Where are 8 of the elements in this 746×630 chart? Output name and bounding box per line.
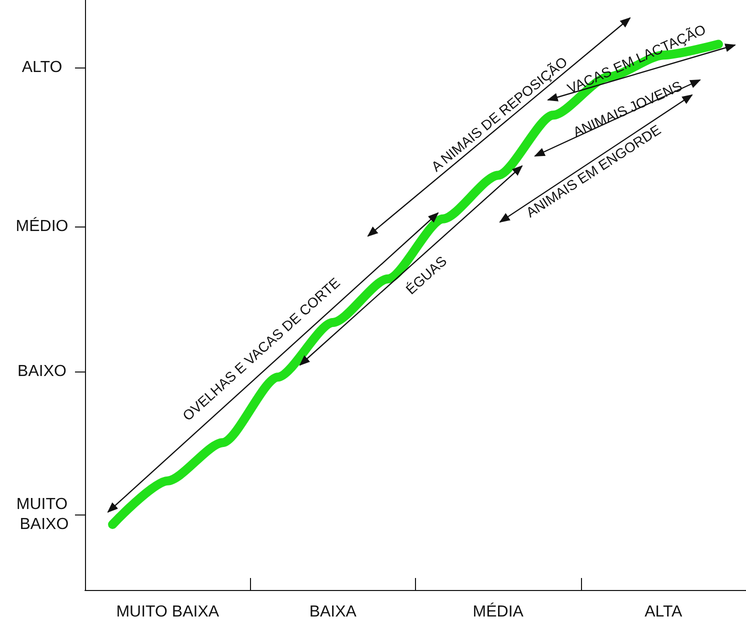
x-tick-label: MUITO BAIXA xyxy=(116,604,220,620)
x-tick-label: MÉDIA xyxy=(472,602,524,620)
text: BAIXO xyxy=(18,363,66,380)
x-tick-label: ALTA xyxy=(644,604,683,620)
text: MUITO BAIXO xyxy=(15,496,69,534)
text: ALTO xyxy=(22,59,62,76)
x-tick-label: BAIXA xyxy=(309,604,357,620)
text: MÉDIO xyxy=(16,217,68,236)
